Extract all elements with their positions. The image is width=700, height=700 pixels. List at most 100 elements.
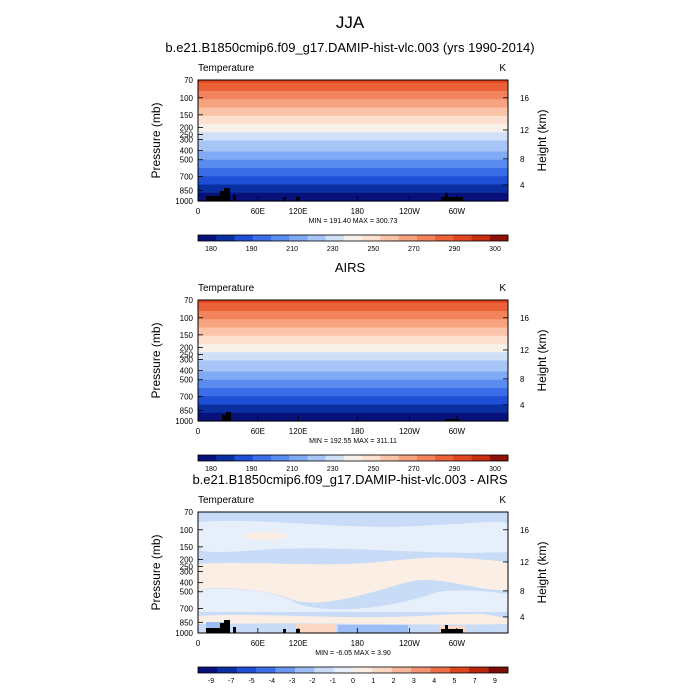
contour-band — [198, 346, 508, 351]
y-tick-label: 1000 — [175, 417, 193, 426]
x-tick-label: 0 — [196, 207, 201, 216]
contour-band — [198, 311, 508, 315]
y-axis-title: Pressure (mb) — [149, 322, 163, 398]
y-right-tick-label: 16 — [520, 94, 529, 103]
terrain-block — [233, 195, 236, 201]
right-label: K — [499, 63, 506, 74]
contour-band — [198, 104, 508, 109]
x-tick-label: 120E — [289, 427, 308, 436]
terrain-block — [233, 627, 236, 633]
colorbar-label: 210 — [286, 466, 298, 473]
x-tick-label: 120W — [399, 207, 420, 216]
colorbar: -9 -7 -5 -4 -3 -2 -1 0 1 2 3 4 5 7 9 — [197, 666, 509, 685]
contour-band — [198, 140, 508, 144]
x-tick-label: 180 — [351, 207, 365, 216]
y-tick-label: 200 — [180, 124, 194, 133]
contour-band — [198, 385, 508, 389]
colorbar-swatch — [256, 667, 276, 673]
contour-band — [198, 333, 508, 337]
contour-field — [198, 300, 508, 422]
contour-band — [198, 115, 508, 120]
x-tick-label: 120W — [399, 639, 420, 648]
colorbar-label: 290 — [449, 246, 461, 253]
contour-band — [198, 198, 508, 202]
contour-band — [198, 187, 508, 191]
colorbar-label: 180 — [205, 246, 217, 253]
colorbar-swatch — [343, 455, 363, 461]
colorbar-swatch — [380, 455, 399, 461]
y-tick-label: 100 — [180, 314, 194, 323]
y-right-tick-label: 4 — [520, 181, 525, 190]
y-tick-label: 500 — [180, 376, 194, 385]
contour-band — [198, 366, 508, 370]
colorbar-swatch — [372, 667, 393, 673]
left-label: Temperature — [198, 283, 255, 294]
contour-band — [198, 124, 508, 128]
contour-band — [198, 143, 508, 147]
colorbar-swatch — [314, 667, 335, 673]
colorbar-swatch — [289, 455, 308, 461]
contour-band — [198, 377, 508, 381]
contour-band — [198, 352, 508, 356]
colorbar-swatch — [453, 455, 472, 461]
y-right-tick-label: 12 — [520, 346, 529, 355]
terrain-block — [224, 620, 230, 633]
contour-band — [198, 118, 508, 122]
contour-band — [198, 300, 508, 304]
y-tick-label: 150 — [180, 331, 194, 340]
colorbar-swatch — [307, 235, 327, 241]
colorbar-label: 1 — [371, 678, 375, 685]
y-tick-label: 850 — [180, 186, 194, 195]
y-tick-label: 700 — [180, 605, 194, 614]
colorbar-label: 270 — [408, 246, 420, 253]
contour-band — [198, 190, 508, 194]
contour-field — [198, 512, 508, 633]
contour-band — [198, 168, 508, 172]
y-tick-label: 500 — [180, 588, 194, 597]
contour-band — [198, 170, 508, 175]
contour-band — [198, 363, 508, 367]
right-label: K — [499, 283, 506, 294]
contour-band — [198, 357, 508, 362]
contour-field — [198, 80, 508, 202]
x-tick-label: 60W — [449, 639, 466, 648]
contour-band — [198, 162, 508, 166]
colorbar-swatch — [411, 667, 431, 673]
y-tick-label: 70 — [184, 508, 193, 517]
colorbar-swatch — [289, 235, 308, 241]
y-tick-label: 70 — [184, 76, 193, 85]
terrain-block — [283, 197, 286, 201]
colorbar-swatch — [307, 455, 327, 461]
contour-band — [198, 176, 508, 180]
terrain-block — [206, 196, 224, 201]
left-label: Temperature — [198, 63, 255, 74]
contour-band — [198, 396, 508, 400]
colorbar-swatch — [333, 667, 354, 673]
colorbar-label: -7 — [228, 678, 234, 685]
contour-band — [198, 148, 508, 153]
colorbar-swatch — [416, 235, 436, 241]
stats-text: MIN = 192.55 MAX = 311.11 — [309, 438, 397, 445]
colorbar-swatch — [252, 455, 272, 461]
contour-band — [198, 374, 508, 378]
terrain-block — [445, 193, 448, 201]
contour-band — [198, 302, 508, 307]
colorbar-swatch — [398, 235, 418, 241]
colorbar-swatch — [391, 667, 412, 673]
x-tick-label: 0 — [196, 639, 201, 648]
left-label: Temperature — [198, 495, 255, 506]
colorbar-swatch — [353, 667, 373, 673]
colorbar-swatch — [343, 235, 363, 241]
contour-band — [198, 415, 508, 419]
colorbar-label: 180 — [205, 466, 217, 473]
contour-band — [198, 80, 508, 84]
contour-band — [198, 335, 508, 340]
colorbar-swatch — [469, 667, 490, 673]
y-right-axis-title: Height (km) — [535, 329, 549, 391]
colorbar-swatch — [294, 667, 315, 673]
contour-band — [198, 165, 508, 169]
contour-band — [198, 82, 508, 87]
contour-band — [198, 126, 508, 131]
terrain-block — [441, 197, 463, 201]
terrain-block — [441, 629, 463, 633]
